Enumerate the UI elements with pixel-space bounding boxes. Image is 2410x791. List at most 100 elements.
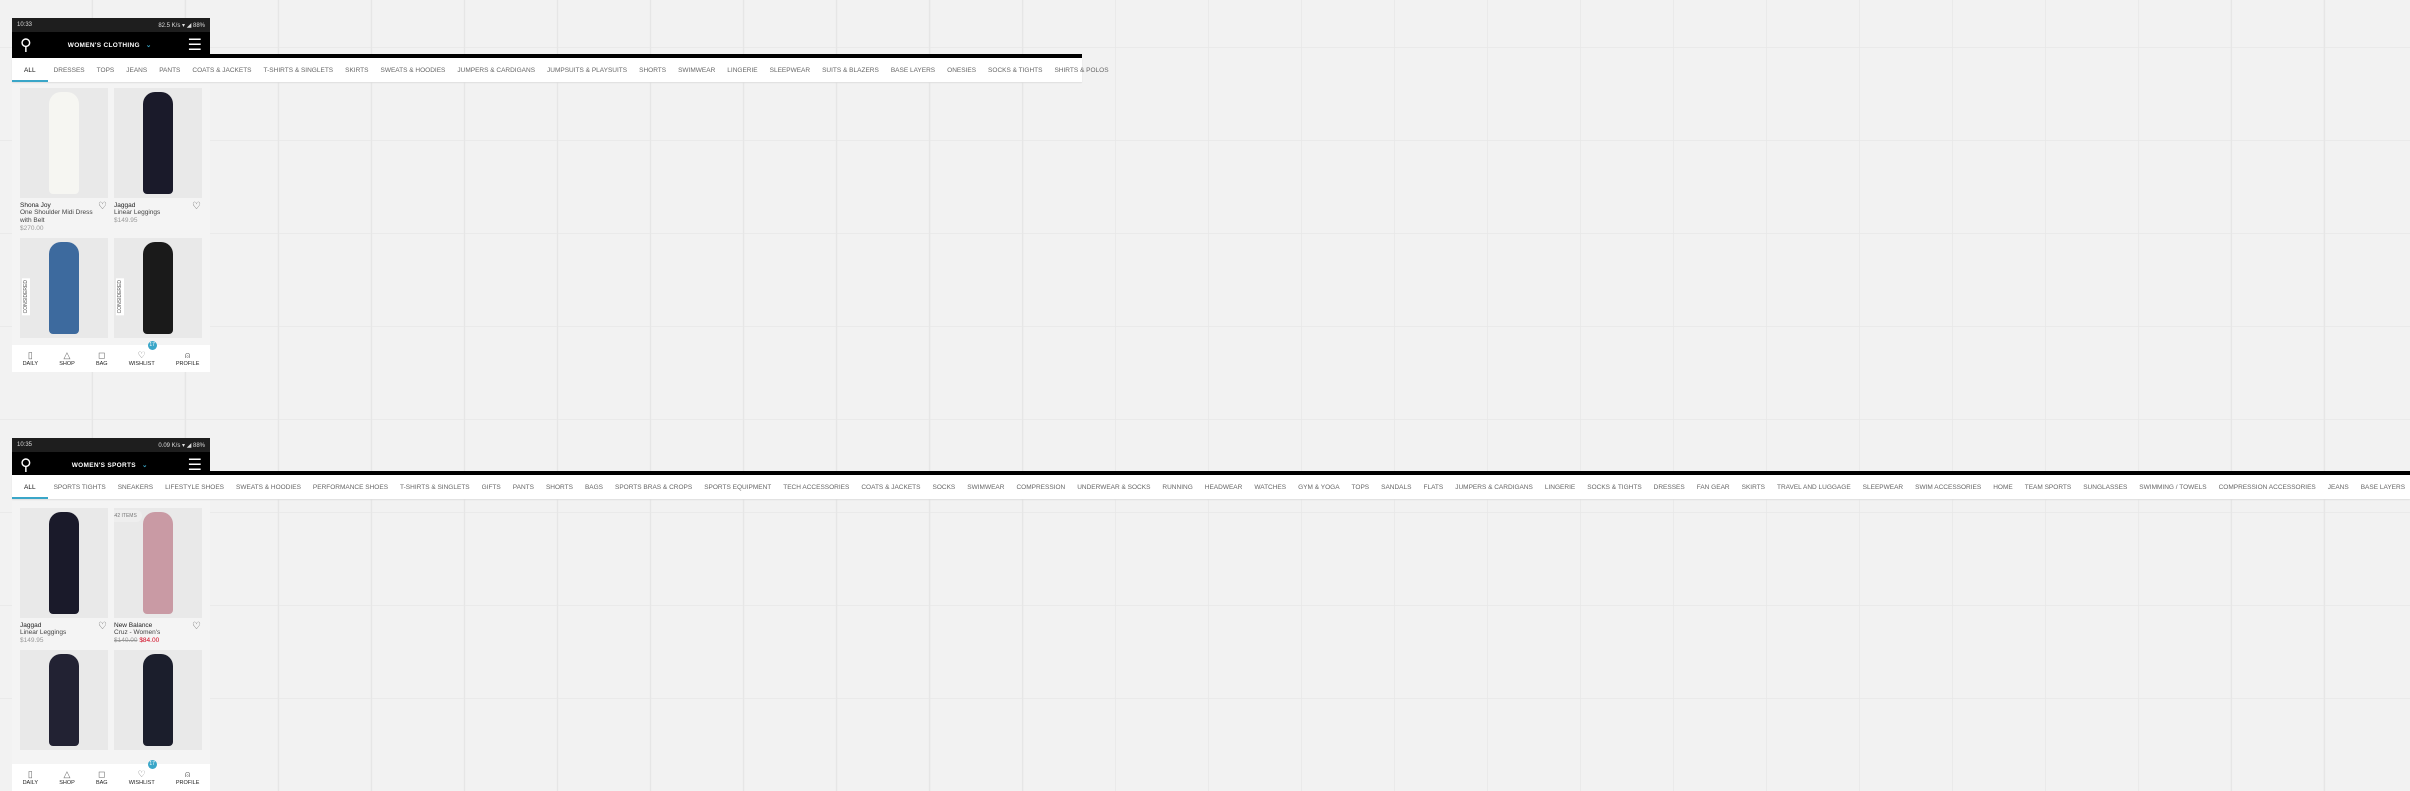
search-icon[interactable]: ⚲ bbox=[20, 37, 32, 54]
nav-profile[interactable]: ⍝ PROFILE bbox=[176, 769, 200, 786]
tab-sleepwear[interactable]: SLEEPWEAR bbox=[769, 66, 811, 74]
product-image[interactable]: CONSIDERED bbox=[114, 238, 202, 338]
tab-all[interactable]: ALL bbox=[12, 475, 48, 499]
tab-swimwear[interactable]: SWIMWEAR bbox=[678, 66, 716, 74]
product-card[interactable]: CONSIDERED bbox=[114, 238, 202, 338]
tab-performance-shoes[interactable]: PERFORMANCE SHOES bbox=[312, 483, 389, 491]
tab-swimwear[interactable]: SWIMWEAR bbox=[967, 483, 1005, 491]
tab-sunglasses[interactable]: SUNGLASSES bbox=[2083, 483, 2128, 491]
tab-travel-and-luggage[interactable]: TRAVEL AND LUGGAGE bbox=[1776, 483, 1851, 491]
tab-lifestyle-shoes[interactable]: LIFESTYLE SHOES bbox=[165, 483, 225, 491]
tab-gym-yoga[interactable]: GYM & YOGA bbox=[1298, 483, 1340, 491]
tab-jeans[interactable]: JEANS bbox=[2327, 483, 2349, 491]
heart-icon[interactable]: ♡ bbox=[98, 621, 107, 632]
category-dropdown[interactable]: WOMEN'S SPORTS ⌄ bbox=[72, 461, 148, 469]
tab-sports-equipment[interactable]: SPORTS EQUIPMENT bbox=[704, 483, 772, 491]
tab-tops[interactable]: TOPS bbox=[1351, 483, 1370, 491]
tab-jumpers-cardigans[interactable]: JUMPERS & CARDIGANS bbox=[457, 66, 536, 74]
product-image[interactable] bbox=[114, 88, 202, 198]
tab-jeans[interactable]: JEANS bbox=[126, 66, 148, 74]
nav-wishlist[interactable]: ♡ 17 WISHLIST bbox=[129, 760, 157, 786]
heart-icon[interactable]: ♡ bbox=[192, 201, 201, 212]
tab-dresses[interactable]: DRESSES bbox=[53, 66, 85, 74]
nav-daily[interactable]: ▯ DAILY bbox=[23, 350, 39, 367]
tab-sports-bras-crops[interactable]: SPORTS BRAS & CROPS bbox=[615, 483, 693, 491]
heart-icon[interactable]: ♡ bbox=[98, 201, 107, 212]
product-card[interactable]: ♡ Jaggad Linear Leggings $149.95 bbox=[20, 508, 108, 644]
category-dropdown[interactable]: WOMEN'S CLOTHING ⌄ bbox=[68, 41, 152, 49]
nav-wishlist[interactable]: ♡ 17 WISHLIST bbox=[129, 341, 157, 367]
tab-suits-blazers[interactable]: SUITS & BLAZERS bbox=[822, 66, 879, 74]
tab-gifts[interactable]: GIFTS bbox=[481, 483, 501, 491]
nav-bag[interactable]: ◻ BAG bbox=[96, 350, 108, 367]
product-card[interactable] bbox=[20, 650, 108, 750]
tab-shorts[interactable]: SHORTS bbox=[639, 66, 667, 74]
tab-jumpsuits-playsuits[interactable]: JUMPSUITS & PLAYSUITS bbox=[547, 66, 628, 74]
product-card[interactable]: ♡ Jaggad Linear Leggings $149.95 bbox=[114, 88, 202, 232]
nav-shop[interactable]: △ SHOP bbox=[59, 350, 75, 367]
tab-sleepwear[interactable]: SLEEPWEAR bbox=[1862, 483, 1904, 491]
filter-icon[interactable]: ☰ bbox=[187, 37, 202, 54]
product-image[interactable]: 8642 ITEMS bbox=[114, 508, 202, 618]
status-time: 10:35 bbox=[17, 442, 33, 448]
tab-t-shirts-singlets[interactable]: T-SHIRTS & SINGLETS bbox=[263, 66, 334, 74]
tab-dresses[interactable]: DRESSES bbox=[1653, 483, 1685, 491]
tab-compression-accessories[interactable]: COMPRESSION ACCESSORIES bbox=[2218, 483, 2316, 491]
tab-sandals[interactable]: SANDALS bbox=[1381, 483, 1412, 491]
product-image[interactable] bbox=[20, 508, 108, 618]
tab-pants[interactable]: PANTS bbox=[512, 483, 534, 491]
product-image[interactable] bbox=[114, 650, 202, 750]
tab-tech-accessories[interactable]: TECH ACCESSORIES bbox=[783, 483, 850, 491]
nav-daily[interactable]: ▯ DAILY bbox=[23, 769, 39, 786]
product-image[interactable]: CONSIDERED bbox=[20, 238, 108, 338]
tab-fan-gear[interactable]: FAN GEAR bbox=[1696, 483, 1730, 491]
tab-swim-accessories[interactable]: SWIM ACCESSORIES bbox=[1915, 483, 1982, 491]
tab-socks-tights[interactable]: SOCKS & TIGHTS bbox=[1587, 483, 1642, 491]
tab-lingerie[interactable]: LINGERIE bbox=[727, 66, 758, 74]
tab-coats-jackets[interactable]: COATS & JACKETS bbox=[192, 66, 252, 74]
tab-sneakers[interactable]: SNEAKERS bbox=[117, 483, 154, 491]
tab-shorts[interactable]: SHORTS bbox=[545, 483, 573, 491]
tab-skirts[interactable]: SKIRTS bbox=[345, 66, 369, 74]
tab-tops[interactable]: TOPS bbox=[96, 66, 115, 74]
tab-team-sports[interactable]: TEAM SPORTS bbox=[2024, 483, 2072, 491]
heart-icon[interactable]: ♡ bbox=[192, 621, 201, 632]
tab-base-layers[interactable]: BASE LAYERS bbox=[2360, 483, 2406, 491]
tab-shirts-polos[interactable]: SHIRTS & POLOS bbox=[1054, 66, 1109, 74]
tab-coats-jackets[interactable]: COATS & JACKETS bbox=[861, 483, 921, 491]
tab-sweats-hoodies[interactable]: SWEATS & HOODIES bbox=[380, 66, 446, 74]
tab-running[interactable]: RUNNING bbox=[1162, 483, 1193, 491]
product-image[interactable] bbox=[20, 88, 108, 198]
tab-swimming-towels[interactable]: SWIMMING / TOWELS bbox=[2139, 483, 2207, 491]
nav-bag[interactable]: ◻ BAG bbox=[96, 769, 108, 786]
tab-socks-tights[interactable]: SOCKS & TIGHTS bbox=[988, 66, 1043, 74]
tab-sweats-hoodies[interactable]: SWEATS & HOODIES bbox=[236, 483, 301, 491]
tab-underwear-socks[interactable]: UNDERWEAR & SOCKS bbox=[1077, 483, 1151, 491]
tab-headwear[interactable]: HEADWEAR bbox=[1204, 483, 1243, 491]
tab-jumpers-cardigans[interactable]: JUMPERS & CARDIGANS bbox=[1455, 483, 1533, 491]
filter-icon[interactable]: ☰ bbox=[187, 457, 202, 474]
product-card[interactable] bbox=[114, 650, 202, 750]
tab-watches[interactable]: WATCHES bbox=[1254, 483, 1287, 491]
nav-shop[interactable]: △ SHOP bbox=[59, 769, 75, 786]
tab-lingerie[interactable]: LINGERIE bbox=[1544, 483, 1576, 491]
tab-onesies[interactable]: ONESIES bbox=[947, 66, 977, 74]
nav-profile[interactable]: ⍝ PROFILE bbox=[176, 350, 200, 367]
search-icon[interactable]: ⚲ bbox=[20, 457, 32, 474]
product-card[interactable]: CONSIDERED bbox=[20, 238, 108, 338]
tab-skirts[interactable]: SKIRTS bbox=[1741, 483, 1765, 491]
tab-compression[interactable]: COMPRESSION bbox=[1016, 483, 1066, 491]
tab-sports-tights[interactable]: SPORTS TIGHTS bbox=[53, 483, 106, 491]
product-info: New Balance Cruz - Women's $140.00 $84.00 bbox=[114, 622, 202, 644]
tab-flats[interactable]: FLATS bbox=[1423, 483, 1444, 491]
tab-home[interactable]: HOME bbox=[1993, 483, 2013, 491]
tab-t-shirts-singlets[interactable]: T-SHIRTS & SINGLETS bbox=[400, 483, 470, 491]
tab-base-layers[interactable]: BASE LAYERS bbox=[890, 66, 936, 74]
tab-all[interactable]: ALL bbox=[12, 58, 48, 82]
tab-pants[interactable]: PANTS bbox=[159, 66, 181, 74]
tab-socks[interactable]: SOCKS bbox=[932, 483, 956, 491]
product-card[interactable]: ♡ Shona Joy One Shoulder Midi Dress with B… bbox=[20, 88, 108, 232]
product-image[interactable] bbox=[20, 650, 108, 750]
tab-bags[interactable]: BAGS bbox=[584, 483, 603, 491]
